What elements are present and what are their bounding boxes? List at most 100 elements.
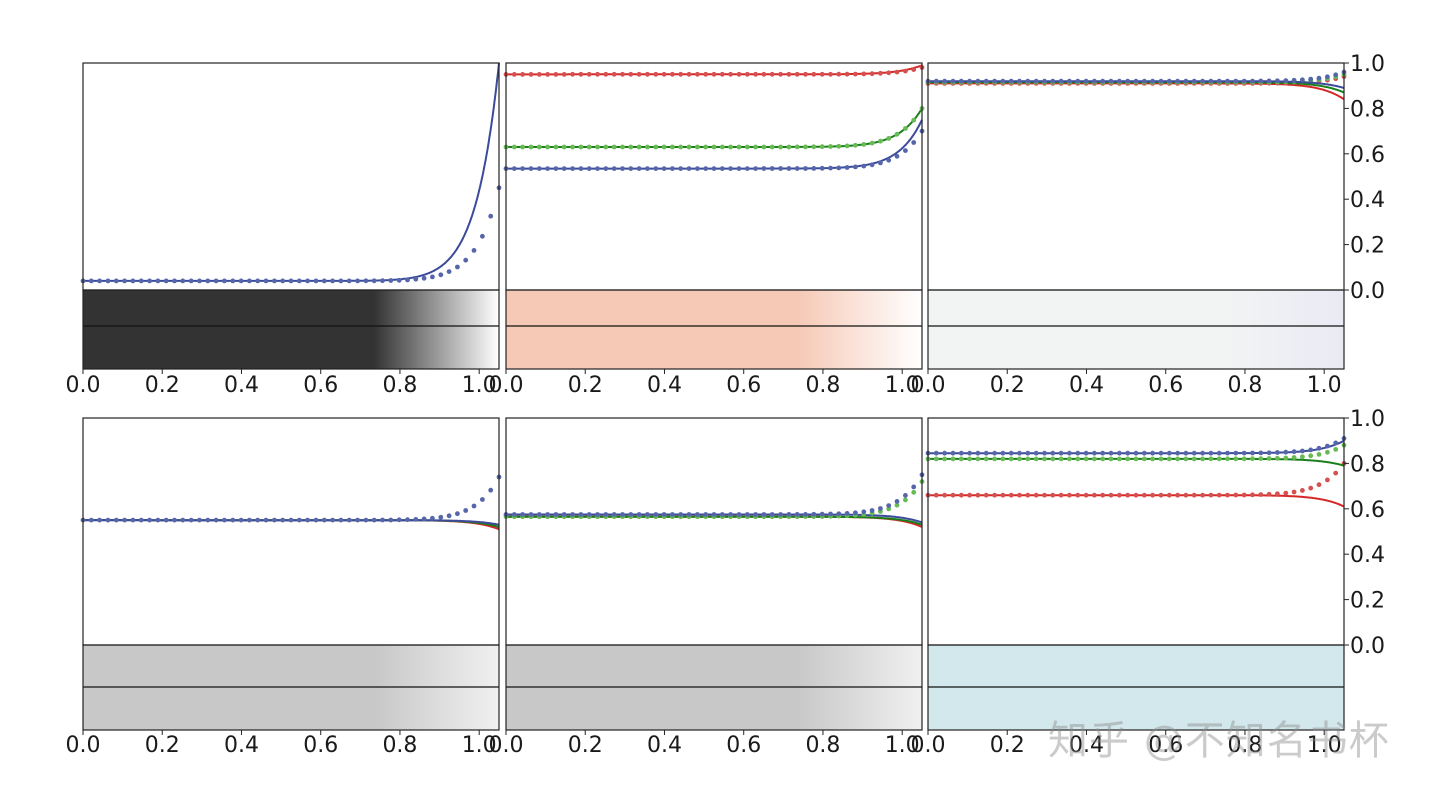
series-dots-blue — [925, 69, 1347, 84]
data-point — [1308, 76, 1314, 82]
data-point — [1092, 78, 1097, 84]
data-point — [811, 166, 817, 171]
data-point — [88, 278, 94, 284]
series-dots-blue — [80, 185, 502, 284]
data-point — [1275, 455, 1280, 461]
data-point — [811, 511, 817, 517]
data-point — [463, 257, 469, 263]
series-dots-blue — [80, 474, 502, 523]
data-point — [967, 450, 972, 456]
data-point — [480, 233, 485, 239]
data-point — [305, 278, 310, 284]
data-point — [561, 512, 567, 517]
data-point — [561, 72, 567, 77]
data-point — [1141, 492, 1147, 498]
data-point — [992, 78, 997, 84]
data-point — [1150, 78, 1155, 84]
x-tick-label: 0.6 — [303, 733, 338, 758]
data-point — [611, 512, 617, 517]
series-dots-red — [503, 65, 925, 77]
data-point — [1133, 450, 1139, 456]
data-point — [878, 160, 883, 166]
data-point — [975, 78, 981, 84]
strip-frame — [505, 644, 923, 731]
data-point — [950, 78, 956, 84]
data-point — [1216, 78, 1222, 84]
data-point — [761, 144, 767, 150]
data-point — [1266, 450, 1272, 456]
data-point — [803, 166, 808, 171]
data-point — [1175, 492, 1180, 498]
x-tick-label: 0.2 — [145, 733, 180, 758]
data-point — [711, 71, 717, 77]
data-point — [586, 166, 592, 172]
data-point — [1200, 78, 1205, 84]
data-point — [803, 512, 808, 517]
data-point — [553, 72, 559, 77]
data-point — [1333, 440, 1339, 446]
data-point — [1241, 450, 1247, 456]
data-point — [247, 517, 252, 523]
series-dots-blue — [925, 436, 1347, 456]
data-point — [1117, 450, 1122, 456]
y-tick-label: 0.2 — [1350, 234, 1385, 259]
data-point — [894, 69, 900, 75]
data-point — [205, 278, 211, 284]
data-point — [88, 517, 94, 523]
data-point — [1141, 450, 1147, 456]
data-point — [1283, 490, 1289, 496]
data-point — [105, 278, 111, 284]
data-point — [1316, 482, 1322, 488]
data-point — [869, 162, 875, 168]
data-point — [769, 144, 775, 150]
data-point — [869, 508, 875, 513]
data-point — [1125, 450, 1131, 456]
data-point — [586, 512, 592, 517]
data-point — [611, 71, 617, 77]
data-point — [1008, 450, 1014, 456]
y-tick-label: 1.0 — [1350, 407, 1385, 432]
data-point — [1175, 78, 1180, 84]
data-point — [903, 493, 908, 498]
data-point — [1092, 450, 1097, 456]
panel-row1-col3: 0.0 0.2 0.4 0.6 0.8 1.0 0.0 0.2 0.4 0.6 0.8 1.0 — [911, 52, 1386, 398]
data-point — [321, 517, 327, 523]
data-point — [1033, 450, 1039, 456]
data-point — [1333, 72, 1339, 78]
data-point — [330, 517, 335, 523]
data-point — [1100, 456, 1106, 462]
data-point — [1075, 78, 1081, 84]
data-point — [255, 278, 261, 284]
data-point — [603, 71, 609, 77]
data-point — [1083, 450, 1089, 456]
data-point — [1233, 78, 1239, 84]
data-point — [1075, 450, 1081, 456]
x-tick-label: 0.4 — [647, 373, 682, 398]
data-point — [983, 456, 989, 462]
data-point — [958, 450, 964, 456]
data-point — [1200, 450, 1205, 456]
panel-row2-col3: 0.0 0.2 0.4 0.6 0.8 1.0 0.0 0.2 0.4 0.6 0.8 1.0 — [911, 407, 1386, 758]
data-point — [786, 71, 792, 77]
data-point — [769, 512, 775, 517]
data-point — [313, 517, 319, 523]
data-point — [661, 166, 667, 172]
data-point — [1150, 492, 1155, 498]
data-point — [975, 450, 981, 456]
data-point — [430, 515, 435, 521]
panel-row1-col2: 0.0 0.2 0.4 0.6 0.8 1.0 — [489, 62, 925, 398]
data-point — [1067, 78, 1072, 84]
data-point — [1166, 492, 1172, 498]
data-point — [628, 166, 634, 172]
data-point — [1067, 450, 1072, 456]
data-point — [678, 71, 684, 77]
data-point — [711, 144, 717, 150]
data-point — [728, 166, 733, 172]
data-point — [983, 450, 989, 456]
data-point — [628, 144, 634, 150]
data-point — [636, 144, 642, 150]
data-point — [1000, 450, 1006, 456]
data-point — [1042, 450, 1047, 456]
data-point — [247, 278, 252, 284]
